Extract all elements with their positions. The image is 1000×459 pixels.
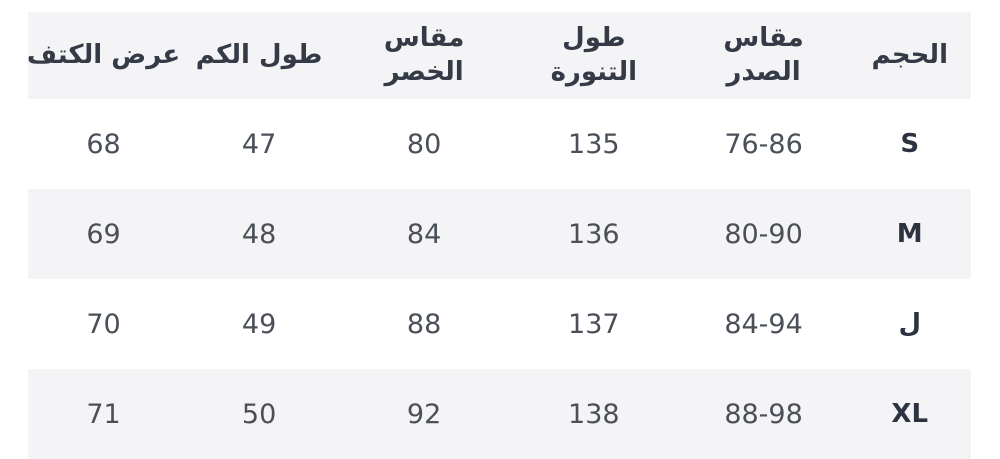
chest-value: 80-90 <box>724 218 803 250</box>
cell-xl-skirt: 138 <box>509 369 679 459</box>
shoulder-value: 68 <box>86 128 121 160</box>
waist-value: 80 <box>406 128 442 160</box>
header-cell-size: الحجم <box>848 12 971 99</box>
waist-value: 92 <box>406 398 442 430</box>
cell-l-sleeve: 49 <box>179 279 339 369</box>
cell-m-size: M <box>848 189 971 279</box>
header-label-chest-line1: مقاس <box>723 22 804 53</box>
waist-value: 84 <box>406 218 442 250</box>
skirt-value: 137 <box>568 308 620 340</box>
cell-m-waist: 84 <box>339 189 509 279</box>
table-row-xl: XL 88-98 138 92 50 71 <box>28 369 971 459</box>
cell-xl-size: XL <box>848 369 971 459</box>
skirt-value: 135 <box>568 128 620 160</box>
cell-xl-waist: 92 <box>339 369 509 459</box>
header-label-size: الحجم <box>871 39 948 70</box>
header-label-skirt-line1: طول <box>562 22 626 53</box>
cell-l-chest: 84-94 <box>679 279 849 369</box>
cell-xl-chest: 88-98 <box>679 369 849 459</box>
cell-xl-sleeve: 50 <box>179 369 339 459</box>
chest-value: 76-86 <box>724 128 803 160</box>
sleeve-value: 49 <box>241 308 277 340</box>
cell-s-size: S <box>848 99 971 189</box>
chest-value: 84-94 <box>724 308 803 340</box>
header-cell-sleeve: طول الكم <box>179 12 339 99</box>
table-row-m: M 80-90 136 84 48 69 <box>28 189 971 279</box>
header-cell-chest: مقاس الصدر <box>679 12 849 99</box>
cell-m-chest: 80-90 <box>679 189 849 279</box>
header-cell-shoulder: عرض الكتف <box>26 12 181 99</box>
sleeve-value: 48 <box>241 218 277 250</box>
cell-l-skirt: 137 <box>509 279 679 369</box>
chest-value: 88-98 <box>724 398 803 430</box>
size-label: S <box>900 129 920 159</box>
shoulder-value: 69 <box>86 218 121 250</box>
cell-s-skirt: 135 <box>509 99 679 189</box>
header-label-waist-line1: مقاس <box>383 22 465 53</box>
header-label-skirt-line2: التنورة <box>550 56 638 87</box>
cell-s-sleeve: 47 <box>179 99 339 189</box>
shoulder-value: 71 <box>86 398 121 430</box>
cell-s-chest: 76-86 <box>679 99 849 189</box>
shoulder-value: 70 <box>86 308 121 340</box>
waist-value: 88 <box>406 308 442 340</box>
header-label-waist-line2: الخصر <box>384 56 464 87</box>
cell-l-size: ل <box>848 279 971 369</box>
header-cell-skirt: طول التنورة <box>509 12 679 99</box>
cell-m-skirt: 136 <box>509 189 679 279</box>
skirt-value: 136 <box>568 218 620 250</box>
skirt-value: 138 <box>568 398 620 430</box>
size-chart-table: الحجم مقاس الصدر طول التنورة مقاس الخصر … <box>26 12 971 459</box>
header-cell-waist: مقاس الخصر <box>339 12 509 99</box>
cell-m-sleeve: 48 <box>179 189 339 279</box>
header-label-chest-line2: الصدر <box>726 56 801 87</box>
cell-l-shoulder: 70 <box>28 279 179 369</box>
cell-s-waist: 80 <box>339 99 509 189</box>
size-label: ل <box>898 309 921 339</box>
table-row-s: S 76-86 135 80 47 68 <box>28 99 971 189</box>
size-label: XL <box>891 399 929 429</box>
size-label: M <box>896 219 923 249</box>
cell-s-shoulder: 68 <box>28 99 179 189</box>
table-header-row: الحجم مقاس الصدر طول التنورة مقاس الخصر … <box>26 12 971 99</box>
cell-l-waist: 88 <box>339 279 509 369</box>
sleeve-value: 47 <box>241 128 277 160</box>
sleeve-value: 50 <box>241 398 277 430</box>
table-row-l: ل 84-94 137 88 49 70 <box>28 279 971 369</box>
cell-xl-shoulder: 71 <box>28 369 179 459</box>
cell-m-shoulder: 69 <box>28 189 179 279</box>
header-label-sleeve: طول الكم <box>195 39 323 70</box>
header-label-shoulder: عرض الكتف <box>26 39 181 70</box>
